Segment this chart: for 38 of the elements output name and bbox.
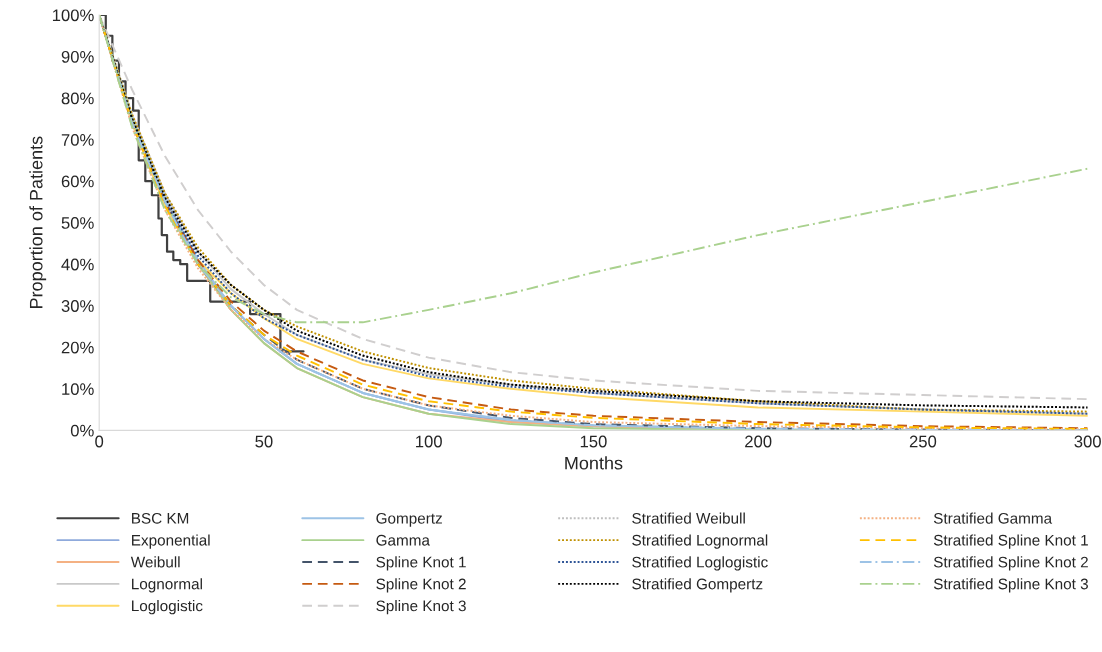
y-tick-label: 0% <box>70 424 94 437</box>
legend-label: Stratified Spline Knot 2 <box>933 556 1088 571</box>
y-tick-label: 90% <box>61 50 94 63</box>
legend-label: Stratified Spline Knot 3 <box>933 578 1088 593</box>
x-tick-label: 0 <box>95 435 104 448</box>
y-tick-label: 100% <box>52 9 94 22</box>
y-tick-label: 50% <box>61 217 94 229</box>
x-tick-label: 200 <box>745 435 772 448</box>
y-tick-label: 10% <box>62 383 94 395</box>
legend-label: Spline Knot 1 <box>376 556 466 571</box>
x-tick-label: 150 <box>580 435 607 448</box>
y-tick-label: 40% <box>61 258 94 271</box>
legend-label: BSC KM <box>132 512 189 524</box>
y-tick-label: 70% <box>61 133 94 146</box>
x-tick-label: 100 <box>416 435 442 448</box>
legend-label: Stratified Weibull <box>632 512 745 524</box>
x-tick-label: 50 <box>255 435 273 448</box>
legend-label: Stratified Spline Knot 1 <box>933 534 1088 549</box>
y-tick-label: 20% <box>61 341 94 354</box>
y-tick-label: 30% <box>61 300 94 312</box>
legend-label: Stratified Loglogistic <box>632 556 768 571</box>
legend-label: Weibull <box>130 556 180 568</box>
legend-label: Gamma <box>376 534 430 546</box>
y-axis-title: Proportion of Patients <box>29 136 47 308</box>
y-tick-label: 80% <box>61 92 94 105</box>
legend-label: Gompertz <box>376 512 442 527</box>
legend-label: Stratified Lognormal <box>632 534 768 549</box>
y-tick-label: 60% <box>61 175 94 188</box>
x-tick-label: 250 <box>909 435 937 448</box>
legend-label: Stratified Gompertz <box>632 578 763 593</box>
legend-label: Exponential <box>132 534 210 549</box>
legend-label: Spline Knot 2 <box>376 578 466 593</box>
x-axis-title: Months <box>565 456 623 470</box>
legend-label: Lognormal <box>132 578 202 593</box>
legend-label: Stratified Gamma <box>933 512 1053 524</box>
x-tick-label: 300 <box>1074 435 1101 448</box>
legend-label: Loglogistic <box>132 600 203 615</box>
legend-label: Spline Knot 3 <box>376 600 466 615</box>
